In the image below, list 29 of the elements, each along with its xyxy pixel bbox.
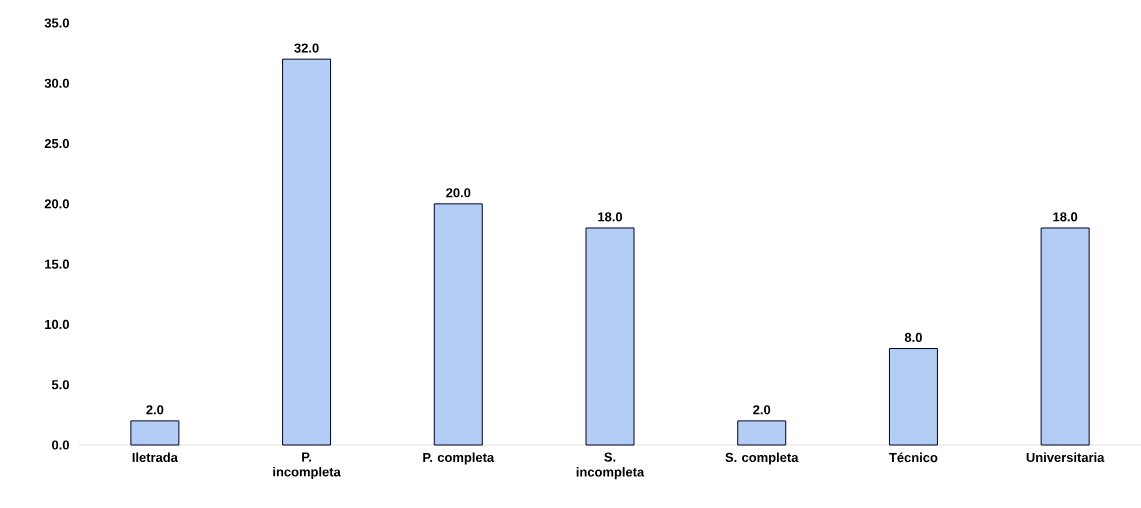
x-tick-label: Técnico xyxy=(889,452,938,463)
bar xyxy=(282,58,332,446)
bar xyxy=(737,420,787,446)
data-label: 2.0 xyxy=(753,405,771,415)
data-label: 18.0 xyxy=(598,212,623,222)
y-tick-label: 15.0 xyxy=(45,259,69,269)
y-tick-label: 0.0 xyxy=(52,440,69,450)
data-label: 32.0 xyxy=(294,43,319,53)
bar xyxy=(1040,227,1090,446)
x-tick-label: S. incompleta xyxy=(576,452,645,480)
y-tick-label: 5.0 xyxy=(51,380,69,390)
bar xyxy=(130,420,180,446)
x-tick-label: P. completa xyxy=(423,452,495,465)
x-tick-label: Universitaria xyxy=(1026,452,1105,463)
x-tick-label: Iletrada xyxy=(132,452,178,463)
x-tick-label: S. completa xyxy=(725,452,799,465)
x-tick-label: P. incompleta xyxy=(273,452,341,480)
data-label: 18.0 xyxy=(1053,212,1078,222)
y-tick-label: 10.0 xyxy=(45,319,69,330)
data-label: 20.0 xyxy=(446,188,471,198)
data-label: 8.0 xyxy=(904,332,922,343)
data-label: 2.0 xyxy=(146,405,164,415)
y-tick-label: 25.0 xyxy=(44,138,69,149)
bar xyxy=(433,203,483,446)
bar xyxy=(585,227,635,446)
y-tick-label: 35.0 xyxy=(44,18,69,28)
y-tick-label: 30.0 xyxy=(44,78,69,88)
y-tick-label: 20.0 xyxy=(44,199,69,209)
bar xyxy=(888,348,938,446)
